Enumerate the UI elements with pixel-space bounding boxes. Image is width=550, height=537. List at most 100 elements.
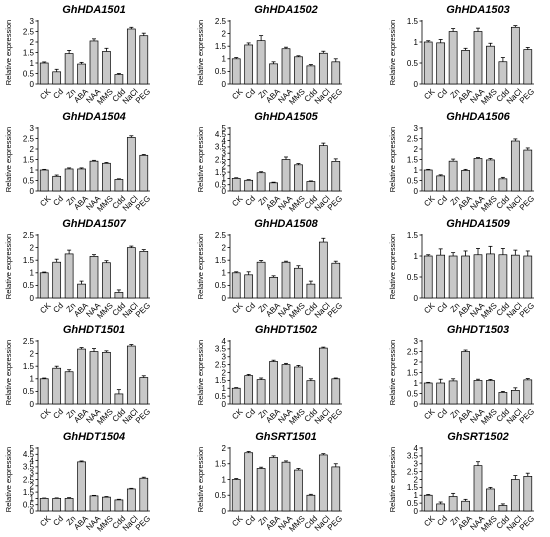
bar-PEG xyxy=(139,35,149,85)
y-tick-label: 1.5 xyxy=(215,460,227,469)
y-tick-label: 1 xyxy=(222,269,227,278)
y-tick-label: 0 xyxy=(30,507,35,516)
bar-Cdd xyxy=(306,65,316,85)
chart-panel-GhHDA1507: GhHDA1507 Relative expression 0 0.5 1 1.5 2 2.5… xyxy=(4,218,152,321)
bar-NAA xyxy=(89,351,99,405)
bar-MMS xyxy=(486,159,495,192)
bar-Zn xyxy=(448,496,458,512)
y-tick-label: 2 xyxy=(414,475,419,484)
bar-NAA xyxy=(473,254,483,299)
bar-Cd xyxy=(52,261,62,299)
y-tick-label: 2.5 xyxy=(23,231,35,240)
chart-panel-GhHDA1508: GhHDA1508 Relative expression 0 0.5 1 1.5 2 2.5… xyxy=(196,218,344,321)
bar-PEG xyxy=(523,255,533,299)
y-tick-label: 3 xyxy=(30,469,35,478)
chart-panel-GhHDT1504: GhHDT1504 Relative expression 00.511.522.5… xyxy=(4,431,152,534)
y-tick-label: 3.5 xyxy=(215,143,227,152)
bar-PEG xyxy=(331,378,341,405)
y-tick-label: 0.5 xyxy=(23,176,35,185)
bar-MMS xyxy=(102,496,111,512)
bar-CK xyxy=(231,387,241,405)
y-tick-label: 3 xyxy=(414,337,419,346)
bar-Zn xyxy=(64,53,74,85)
bar-MMS xyxy=(486,253,495,299)
bar-Zn xyxy=(64,498,74,512)
bar-Cdd xyxy=(306,181,316,192)
bar-NaCl xyxy=(318,347,328,405)
bar-CK xyxy=(423,41,433,85)
bar-CK xyxy=(39,378,49,405)
bar-Cdd xyxy=(306,283,316,299)
bar-Zn xyxy=(256,172,266,192)
bar-Zn xyxy=(64,253,74,299)
y-tick-label: 3 xyxy=(414,460,419,469)
y-tick-label: 1.5 xyxy=(23,362,35,371)
y-tick-label: 0 xyxy=(222,294,227,303)
bar-CK xyxy=(423,382,433,405)
bar-MMS xyxy=(294,469,303,512)
chart-panel-GhHDA1506: GhHDA1506 Relative expression 0 0.51 1.52 2.5… xyxy=(388,111,536,214)
y-tick-label: 2.5 xyxy=(215,155,227,164)
x-tick-label: PEG xyxy=(518,194,536,212)
bar-NAA xyxy=(89,495,99,512)
y-tick-label: 3 xyxy=(222,149,227,158)
bar-NaCl xyxy=(510,140,520,192)
bar-PEG xyxy=(139,154,149,192)
y-tick-label: 4 xyxy=(30,456,35,465)
y-tick-label: 0 xyxy=(414,294,419,303)
bar-ABA xyxy=(461,255,470,299)
y-tick-label: 0.5 xyxy=(215,281,227,290)
bar-CK xyxy=(231,272,241,299)
bar-Cd xyxy=(52,367,62,405)
chart-title: GhHDT1501 xyxy=(63,324,125,336)
bar-CK xyxy=(39,498,49,512)
y-axis-label: Relative expression xyxy=(4,234,13,299)
bar-Cdd xyxy=(114,393,124,405)
bar-PEG xyxy=(331,262,341,299)
bar-PEG xyxy=(139,251,149,299)
y-tick-label: 5 xyxy=(222,124,227,133)
y-tick-label: 1.5 xyxy=(407,17,419,26)
y-tick-label: 2.5 xyxy=(407,347,419,356)
y-tick-label: 1.5 xyxy=(215,256,227,265)
bar-PEG xyxy=(523,379,533,405)
bar-Cdd xyxy=(498,254,508,299)
bar-ABA xyxy=(461,351,470,405)
bar-NaCl xyxy=(318,241,328,299)
y-tick-label: 1 xyxy=(222,174,227,183)
bar-Cd xyxy=(52,71,62,85)
y-tick-label: 0 xyxy=(30,400,35,409)
x-tick-label: PEG xyxy=(326,514,344,532)
y-axis-label: Relative expression xyxy=(4,340,13,405)
chart-title: GhHDA1505 xyxy=(254,111,318,123)
bar-NaCl xyxy=(318,454,328,512)
bar-Zn xyxy=(256,261,266,299)
chart-title: GhHDA1509 xyxy=(446,218,510,230)
bar-MMS xyxy=(294,56,303,85)
bar-ABA xyxy=(269,276,278,299)
x-tick-label: Cd xyxy=(51,407,65,421)
bar-CK xyxy=(39,272,49,299)
bar-Zn xyxy=(256,379,266,405)
x-tick-label: Cd xyxy=(435,514,449,528)
x-tick-label: PEG xyxy=(518,407,536,425)
y-tick-label: 1.5 xyxy=(407,155,419,164)
y-tick-label: 0 xyxy=(30,187,35,196)
x-tick-label: Cd xyxy=(243,301,257,315)
y-tick-label: 5 xyxy=(30,444,35,453)
y-tick-label: 0.5 xyxy=(23,281,35,290)
y-tick-label: 0.5 xyxy=(215,67,227,76)
bar-Cd xyxy=(436,42,446,85)
y-axis-label: Relative expression xyxy=(388,127,397,192)
x-tick-label: Cd xyxy=(435,87,449,101)
y-tick-label: 2 xyxy=(30,38,35,47)
y-tick-label: 1 xyxy=(222,55,227,64)
chart-title: GhHDA1508 xyxy=(254,218,318,230)
bar-NAA xyxy=(89,40,99,85)
chart-title: GhHDT1502 xyxy=(255,324,317,336)
y-axis-label: Relative expression xyxy=(4,127,13,192)
chart-panel-GhHDA1504: GhHDA1504 Relative expression 0 0.51 1.52 2.5… xyxy=(4,111,152,214)
y-tick-label: 0 xyxy=(414,400,419,409)
